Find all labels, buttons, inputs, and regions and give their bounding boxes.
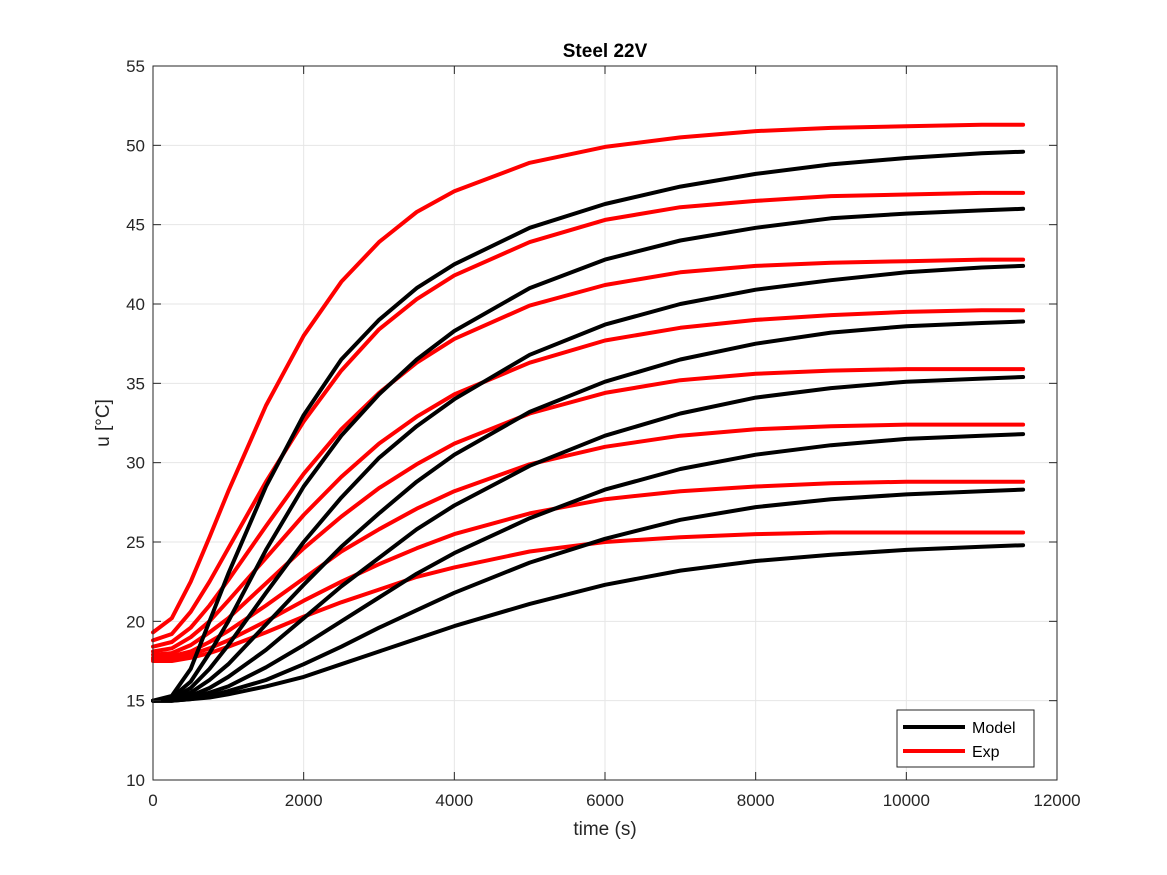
series-line-exp-14 (151, 479, 1026, 662)
series-line-model-7 (151, 543, 1026, 703)
y-tick-label: 10 (126, 771, 145, 790)
y-tick-label: 35 (126, 374, 145, 393)
y-tick-label: 25 (126, 533, 145, 552)
series-group (151, 122, 1026, 703)
legend-label-model: Model (972, 720, 1016, 737)
legend: Model Exp (896, 709, 1035, 768)
x-tick-label: 4000 (435, 791, 473, 810)
x-tick-label: 10000 (883, 791, 930, 810)
series-line-exp-8 (151, 122, 1026, 635)
series-line-model-5 (151, 432, 1026, 703)
y-tick-label: 20 (126, 612, 145, 631)
x-tick-label: 8000 (737, 791, 775, 810)
x-tick-label: 12000 (1033, 791, 1080, 810)
y-tick-labels: 10 15 20 25 30 35 40 45 50 55 (126, 57, 145, 790)
y-tick-label: 50 (126, 136, 145, 155)
series-line-exp-12 (151, 367, 1026, 657)
series-line-model-3 (151, 319, 1026, 703)
y-tick-label: 55 (126, 57, 145, 76)
x-tick-label: 6000 (586, 791, 624, 810)
series-line-model-1 (151, 206, 1026, 703)
series-line-model-4 (151, 375, 1026, 703)
x-axis-label: time (s) (573, 819, 636, 840)
y-tick-label: 15 (126, 692, 145, 711)
y-tick-label: 45 (126, 216, 145, 235)
series-line-exp-10 (151, 257, 1026, 649)
y-tick-label: 30 (126, 454, 145, 473)
chart-title: Steel 22V (563, 41, 648, 62)
series-line-exp-13 (151, 422, 1026, 660)
series-line-model-2 (151, 263, 1026, 703)
series-line-model-0 (151, 149, 1026, 703)
x-tick-labels: 0 2000 4000 6000 8000 10000 12000 (148, 791, 1080, 810)
legend-label-exp: Exp (972, 744, 1000, 761)
tick-marks (152, 65, 1058, 781)
legend-box (896, 709, 1035, 768)
x-tick-label: 2000 (285, 791, 323, 810)
y-tick-label: 40 (126, 295, 145, 314)
x-tick-label: 0 (148, 791, 157, 810)
series-line-exp-9 (151, 190, 1026, 643)
y-axis-label: u [°C] (93, 399, 114, 447)
